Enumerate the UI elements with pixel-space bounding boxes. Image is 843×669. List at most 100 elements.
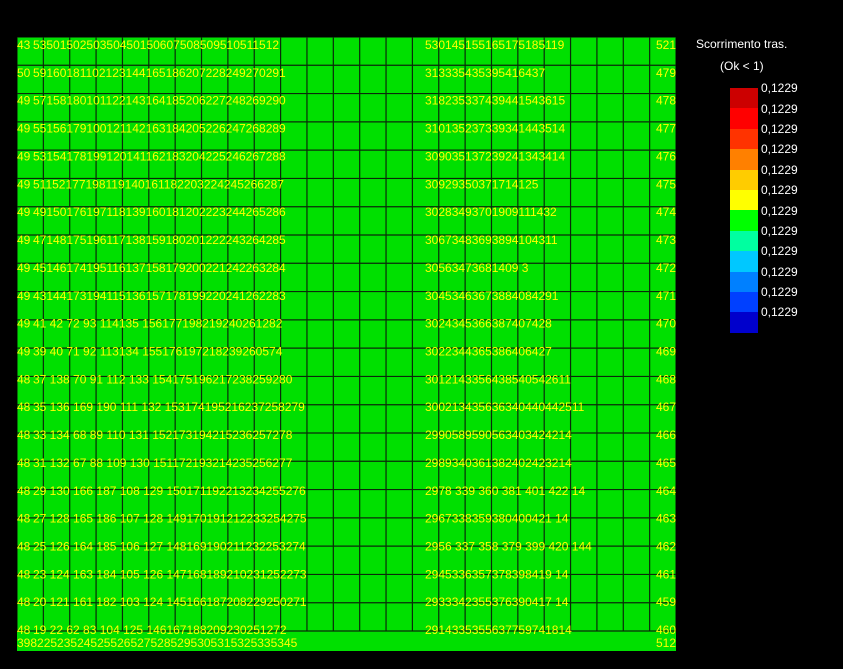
node-label-right: 459 xyxy=(656,595,676,609)
node-label-mid: 30453463673884084291 xyxy=(425,289,559,303)
node-label-left: 49 xyxy=(17,289,31,303)
legend-value: 0,1229 xyxy=(761,285,798,299)
node-label-row: 25 126 164 185 106 127 14816919021123225… xyxy=(33,540,306,554)
node-label-row: 55156179100121142163184205226247268289 xyxy=(33,122,286,136)
node-label-left: 48 xyxy=(17,456,31,470)
node-label-mid: 309035137239241343414 xyxy=(425,149,565,163)
legend-swatch xyxy=(730,210,758,230)
legend-swatch xyxy=(730,251,758,271)
legend-value: 0,1229 xyxy=(761,244,798,258)
legend-swatch xyxy=(730,292,758,312)
node-label-right: 472 xyxy=(656,261,676,275)
node-label-left: 48 xyxy=(17,484,31,498)
legend-value: 0,1229 xyxy=(761,305,798,319)
legend-swatch xyxy=(730,312,758,332)
node-label-right: 466 xyxy=(656,428,676,442)
node-label-row: 35 136 169 190 111 132 15317419521623725… xyxy=(33,400,305,414)
color-legend: Scorrimento tras. (Ok < 1) 0,1229 0,1229 0… xyxy=(690,36,840,74)
node-label-left: 48 xyxy=(17,512,31,526)
node-label-right: 476 xyxy=(656,149,676,163)
node-label-right: 471 xyxy=(656,289,676,303)
node-label-left: 49 xyxy=(17,177,31,191)
node-label-left: 49 xyxy=(17,233,31,247)
node-label-right: 468 xyxy=(656,372,676,386)
node-label-row: 19 22 62 83 104 125 14616718820923025127… xyxy=(33,623,287,637)
legend-value: 0,1229 xyxy=(761,265,798,279)
node-label-row: 51152177198119140161182203224245266287 xyxy=(33,177,284,191)
mesh-canvas: 43 5350150250350450150607508509510511512 5… xyxy=(17,37,676,651)
node-label-left: 48 xyxy=(17,623,31,637)
node-label-mid: 2945336357378398419 14 xyxy=(425,567,569,581)
node-label-row: 31 132 67 88 109 130 1511721932142352562… xyxy=(33,456,293,470)
legend-swatch xyxy=(730,272,758,292)
node-label-left: 48 xyxy=(17,400,31,414)
node-label-row: 39 40 71 92 113134 155176197218239260574 xyxy=(33,344,283,358)
node-label-row: 27 128 165 186 107 128 14917019121223325… xyxy=(33,512,307,526)
legend-swatch xyxy=(730,88,758,108)
node-label-right: 479 xyxy=(656,66,676,80)
legend-value: 0,1229 xyxy=(761,122,798,136)
node-label-mid: 530145155165175185119 xyxy=(425,38,565,52)
node-label-mid: 30673483693894104311 xyxy=(425,233,558,247)
legend-value: 0,1229 xyxy=(761,224,798,238)
node-label-row: 47148175196117138159180201222243264285 xyxy=(33,233,286,247)
legend-value: 0,1229 xyxy=(761,142,798,156)
node-label-right: 461 xyxy=(656,567,676,581)
node-label-left: 48 xyxy=(17,428,31,442)
node-label-right: 463 xyxy=(656,512,676,526)
legend-swatch xyxy=(730,170,758,190)
fem-mesh-viewport[interactable]: 43 5350150250350450150607508509510511512 5… xyxy=(17,37,676,651)
node-label-right: 470 xyxy=(656,317,676,331)
node-label-row: 53154178199120141162183204225246267288 xyxy=(33,149,286,163)
node-label-left: 49 xyxy=(17,205,31,219)
node-label-left: 48 xyxy=(17,567,31,581)
node-label-mid: 30929350371714125 xyxy=(425,177,539,191)
node-label-right: 473 xyxy=(656,233,676,247)
node-label-right: 475 xyxy=(656,177,676,191)
node-label-right: 462 xyxy=(656,540,676,554)
legend-value: 0,1229 xyxy=(761,163,798,177)
node-label-left: 49 xyxy=(17,344,31,358)
legend-subtitle: (Ok < 1) xyxy=(720,58,840,74)
node-label-right: 521 xyxy=(656,38,676,52)
node-label-left: 49 xyxy=(17,94,31,108)
legend-swatch xyxy=(730,231,758,251)
node-label-left: 49 xyxy=(17,317,31,331)
node-label-row: 33 134 68 89 110 131 1521731942152362572… xyxy=(33,428,293,442)
node-label-mid: 2956 337 358 379 399 420 144 xyxy=(425,540,592,554)
legend-swatch xyxy=(730,108,758,128)
node-label-row: 23 124 163 184 105 126 14716818921023125… xyxy=(33,567,307,581)
legend-value: 0,1229 xyxy=(761,183,798,197)
node-label-row: 37 138 70 91 112 133 1541751962172382592… xyxy=(33,372,293,386)
node-label-row: 49150176197118139160181202223244265286 xyxy=(33,205,286,219)
node-label-mid: 310135237339341443514 xyxy=(425,122,565,136)
node-label-row: 59160181102123144165186207228249270291 xyxy=(33,66,286,80)
node-label-left: 43 xyxy=(17,38,31,52)
node-label-right: 464 xyxy=(656,484,676,498)
node-label-mid: 318235337439441543615 xyxy=(425,94,565,108)
node-label-mid: 3012143356438540542611 xyxy=(425,372,571,386)
node-label-mid: 300213435636340440442511 xyxy=(425,400,585,414)
node-label-right: 478 xyxy=(656,94,676,108)
node-label-row: 5350150250350450150607508509510511512 xyxy=(33,38,279,52)
node-label-mid: 2990589590563403424214 xyxy=(425,428,572,442)
legend-value: 0,1229 xyxy=(761,102,798,116)
node-label-left: 49 xyxy=(17,122,31,136)
node-label-mid: 2967338359380400421 14 xyxy=(425,512,569,526)
node-label-row: 20 121 161 182 103 124 14516618720822925… xyxy=(33,595,307,609)
node-label-left: 48 xyxy=(17,595,31,609)
node-label-right: 467 xyxy=(656,400,676,414)
node-label-left: 48 xyxy=(17,372,31,386)
node-label-mid: 2989340361382402423214 xyxy=(425,456,572,470)
legend-entry: 0,1229 xyxy=(730,312,798,332)
node-label-mid: 2978 339 360 381 401 422 14 xyxy=(425,484,585,498)
node-label-left: 50 xyxy=(17,66,31,80)
node-label-mid: 30283493701909111432 xyxy=(425,205,557,219)
node-label-row: 45146174195116137158179200221242263284 xyxy=(33,261,286,275)
legend-swatch xyxy=(730,129,758,149)
node-label-right: 465 xyxy=(656,456,676,470)
node-label-right: 460 xyxy=(656,623,676,637)
node-label-right: 469 xyxy=(656,344,676,358)
bottom-node-labels: 3982252352452552652752852953053153253353… xyxy=(17,636,298,650)
legend-value: 0,1229 xyxy=(761,204,798,218)
